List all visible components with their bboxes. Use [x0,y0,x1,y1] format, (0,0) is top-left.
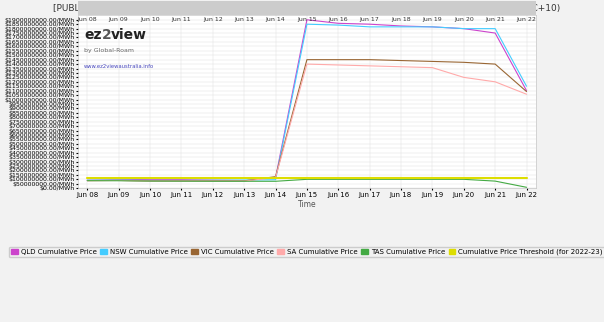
X-axis label: Time: Time [298,200,316,209]
Text: www.ez2viewaustralia.info: www.ez2viewaustralia.info [84,64,154,69]
Text: ez: ez [84,28,101,42]
Text: view: view [111,28,147,42]
Text: 2: 2 [102,28,112,42]
Title: [PUBLISHED] Rolling, over 14 days, Cumulative Price Trend for all 5 regions (as : [PUBLISHED] Rolling, over 14 days, Cumul… [53,4,561,13]
Legend: QLD Cumulative Price, NSW Cumulative Price, VIC Cumulative Price, SA Cumulative : QLD Cumulative Price, NSW Cumulative Pri… [9,247,604,257]
Text: by Global-Roam: by Global-Roam [84,48,134,52]
